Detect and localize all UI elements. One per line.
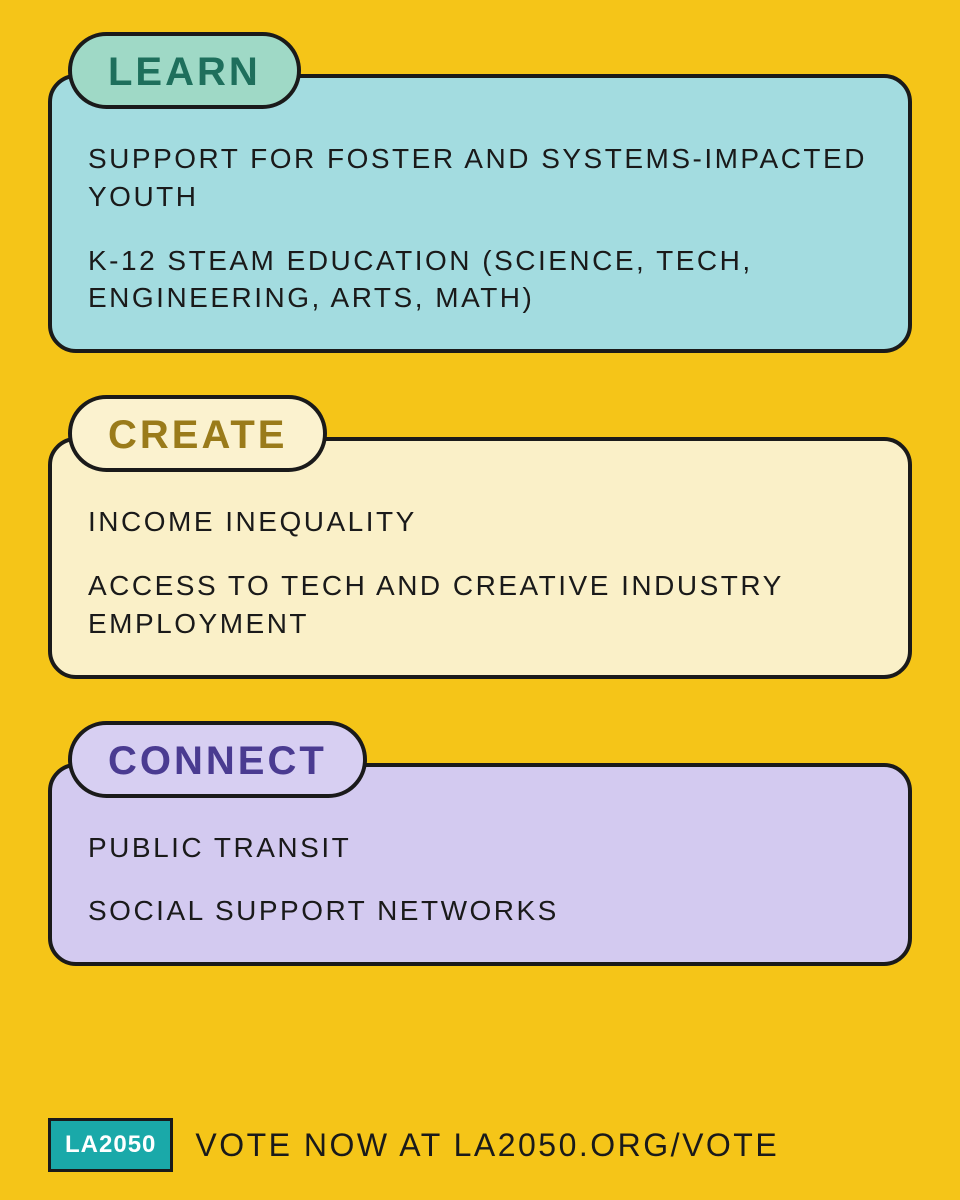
- section-learn-card: SUPPORT FOR FOSTER AND SYSTEMS-IMPACTED …: [48, 74, 912, 353]
- section-create-title: CREATE: [108, 413, 287, 458]
- logo-badge: LA2050: [48, 1118, 173, 1172]
- list-item: INCOME INEQUALITY: [88, 503, 872, 541]
- list-item: SOCIAL SUPPORT NETWORKS: [88, 892, 872, 930]
- list-item: SUPPORT FOR FOSTER AND SYSTEMS-IMPACTED …: [88, 140, 872, 216]
- section-connect-title: CONNECT: [108, 739, 327, 784]
- section-learn-pill: LEARN: [68, 32, 301, 109]
- section-connect: CONNECT PUBLIC TRANSIT SOCIAL SUPPORT NE…: [48, 721, 912, 967]
- section-learn-items: SUPPORT FOR FOSTER AND SYSTEMS-IMPACTED …: [88, 140, 872, 317]
- footer: LA2050 VOTE NOW AT LA2050.ORG/VOTE: [48, 1118, 912, 1172]
- list-item: ACCESS TO TECH AND CREATIVE INDUSTRY EMP…: [88, 567, 872, 643]
- section-connect-pill: CONNECT: [68, 721, 367, 798]
- section-create: CREATE INCOME INEQUALITY ACCESS TO TECH …: [48, 395, 912, 678]
- section-learn-title: LEARN: [108, 50, 261, 95]
- section-connect-items: PUBLIC TRANSIT SOCIAL SUPPORT NETWORKS: [88, 829, 872, 931]
- section-create-pill: CREATE: [68, 395, 327, 472]
- list-item: K-12 STEAM EDUCATION (SCIENCE, TECH, ENG…: [88, 242, 872, 318]
- section-create-items: INCOME INEQUALITY ACCESS TO TECH AND CRE…: [88, 503, 872, 642]
- section-create-card: INCOME INEQUALITY ACCESS TO TECH AND CRE…: [48, 437, 912, 678]
- footer-cta: VOTE NOW AT LA2050.ORG/VOTE: [195, 1127, 779, 1164]
- list-item: PUBLIC TRANSIT: [88, 829, 872, 867]
- section-learn: LEARN SUPPORT FOR FOSTER AND SYSTEMS-IMP…: [48, 32, 912, 353]
